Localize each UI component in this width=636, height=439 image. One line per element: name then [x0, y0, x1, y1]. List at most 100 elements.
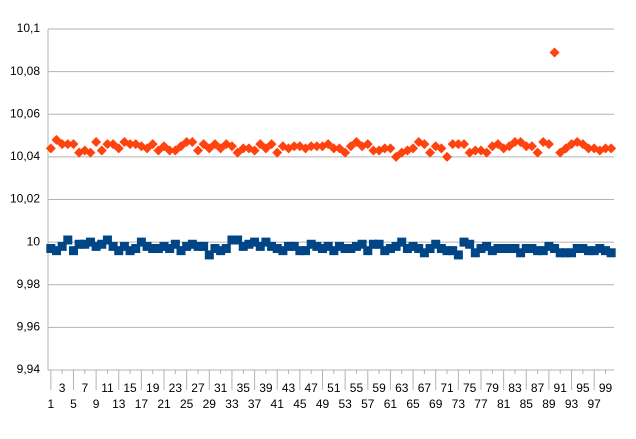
x-tick-label: 39	[259, 381, 273, 395]
square-marker	[368, 239, 378, 249]
x-tick-label: 7	[81, 381, 88, 395]
square-marker	[323, 241, 333, 251]
diamond-marker	[164, 145, 175, 156]
x-tick-label: 95	[576, 381, 590, 395]
square-marker	[114, 246, 124, 256]
diamond-marker	[368, 145, 379, 156]
square-marker	[363, 246, 373, 256]
y-tick-label: 9,98	[17, 277, 41, 291]
square-marker	[510, 244, 520, 254]
square-marker	[538, 246, 548, 256]
square-marker	[414, 244, 424, 254]
diamond-marker	[328, 143, 339, 154]
square-marker	[80, 239, 90, 249]
square-marker	[436, 244, 446, 254]
square-marker	[521, 244, 531, 254]
diamond-marker	[526, 141, 537, 152]
square-marker	[351, 241, 361, 251]
square-marker	[329, 246, 339, 256]
diamond-marker	[147, 139, 158, 150]
square-marker	[380, 246, 390, 256]
square-marker	[578, 244, 588, 254]
square-marker	[272, 244, 282, 254]
square-marker	[550, 244, 560, 254]
x-tick-label: 61	[384, 397, 398, 411]
square-marker	[199, 241, 209, 251]
square-marker	[533, 246, 543, 256]
square-marker	[357, 239, 367, 249]
square-marker	[136, 237, 146, 247]
square-marker	[131, 244, 141, 254]
diamond-marker	[96, 145, 107, 156]
square-marker	[74, 239, 84, 249]
square-marker	[68, 246, 78, 256]
x-tick-label: 37	[248, 397, 262, 411]
square-marker	[601, 246, 611, 256]
x-tick-label: 43	[282, 381, 296, 395]
square-marker	[334, 241, 344, 251]
square-marker	[465, 239, 475, 249]
x-tick-label: 33	[225, 397, 239, 411]
square-marker	[448, 246, 458, 256]
y-tick-label: 10,06	[10, 106, 40, 120]
square-marker	[453, 250, 463, 260]
diamond-marker	[249, 145, 260, 156]
x-tick-label: 71	[440, 381, 454, 395]
square-marker	[482, 241, 492, 251]
diamond-marker	[532, 147, 543, 158]
x-tick-label: 35	[237, 381, 251, 395]
square-marker	[340, 244, 350, 254]
square-marker	[261, 237, 271, 247]
diamond-marker	[238, 143, 249, 154]
x-tick-label: 91	[554, 381, 568, 395]
square-marker	[295, 246, 305, 256]
diamond-marker	[509, 136, 520, 147]
diamond-marker	[453, 139, 464, 150]
diamond-marker	[521, 141, 532, 152]
square-marker	[244, 239, 254, 249]
diamond-marker	[543, 139, 554, 150]
x-tick-label: 73	[452, 397, 466, 411]
diamond-marker	[606, 143, 617, 154]
square-marker	[153, 244, 163, 254]
square-marker	[301, 246, 311, 256]
x-tick-label: 65	[406, 397, 420, 411]
square-marker	[102, 235, 112, 245]
square-marker	[555, 248, 565, 258]
square-marker	[561, 248, 571, 258]
square-marker	[51, 246, 61, 256]
x-tick-label: 25	[180, 397, 194, 411]
square-marker	[278, 246, 288, 256]
diamond-marker	[549, 47, 560, 58]
diamond-marker	[340, 147, 351, 158]
square-marker	[572, 244, 582, 254]
diamond-marker	[68, 139, 79, 150]
square-marker	[187, 239, 197, 249]
square-marker	[125, 246, 135, 256]
square-marker	[284, 241, 294, 251]
square-marker	[385, 244, 395, 254]
square-marker	[419, 248, 429, 258]
x-tick-label: 83	[508, 381, 522, 395]
x-tick-label: 87	[531, 381, 545, 395]
y-tick-label: 10,04	[10, 149, 40, 163]
square-marker	[165, 244, 175, 254]
x-tick-label: 5	[70, 397, 77, 411]
square-marker	[108, 241, 118, 251]
diamond-marker	[266, 139, 277, 150]
diamond-marker	[583, 143, 594, 154]
x-tick-label: 63	[395, 381, 409, 395]
diamond-marker	[113, 143, 124, 154]
square-marker	[119, 241, 129, 251]
square-marker	[238, 241, 248, 251]
square-marker	[584, 246, 594, 256]
y-tick-label: 10,08	[10, 64, 40, 78]
y-tick-label: 9,94	[17, 362, 41, 376]
x-tick-label: 31	[214, 381, 228, 395]
x-tick-label: 19	[146, 381, 160, 395]
diamond-marker	[187, 136, 198, 147]
diamond-marker	[306, 141, 317, 152]
x-tick-label: 9	[93, 397, 100, 411]
diamond-marker	[45, 143, 56, 154]
